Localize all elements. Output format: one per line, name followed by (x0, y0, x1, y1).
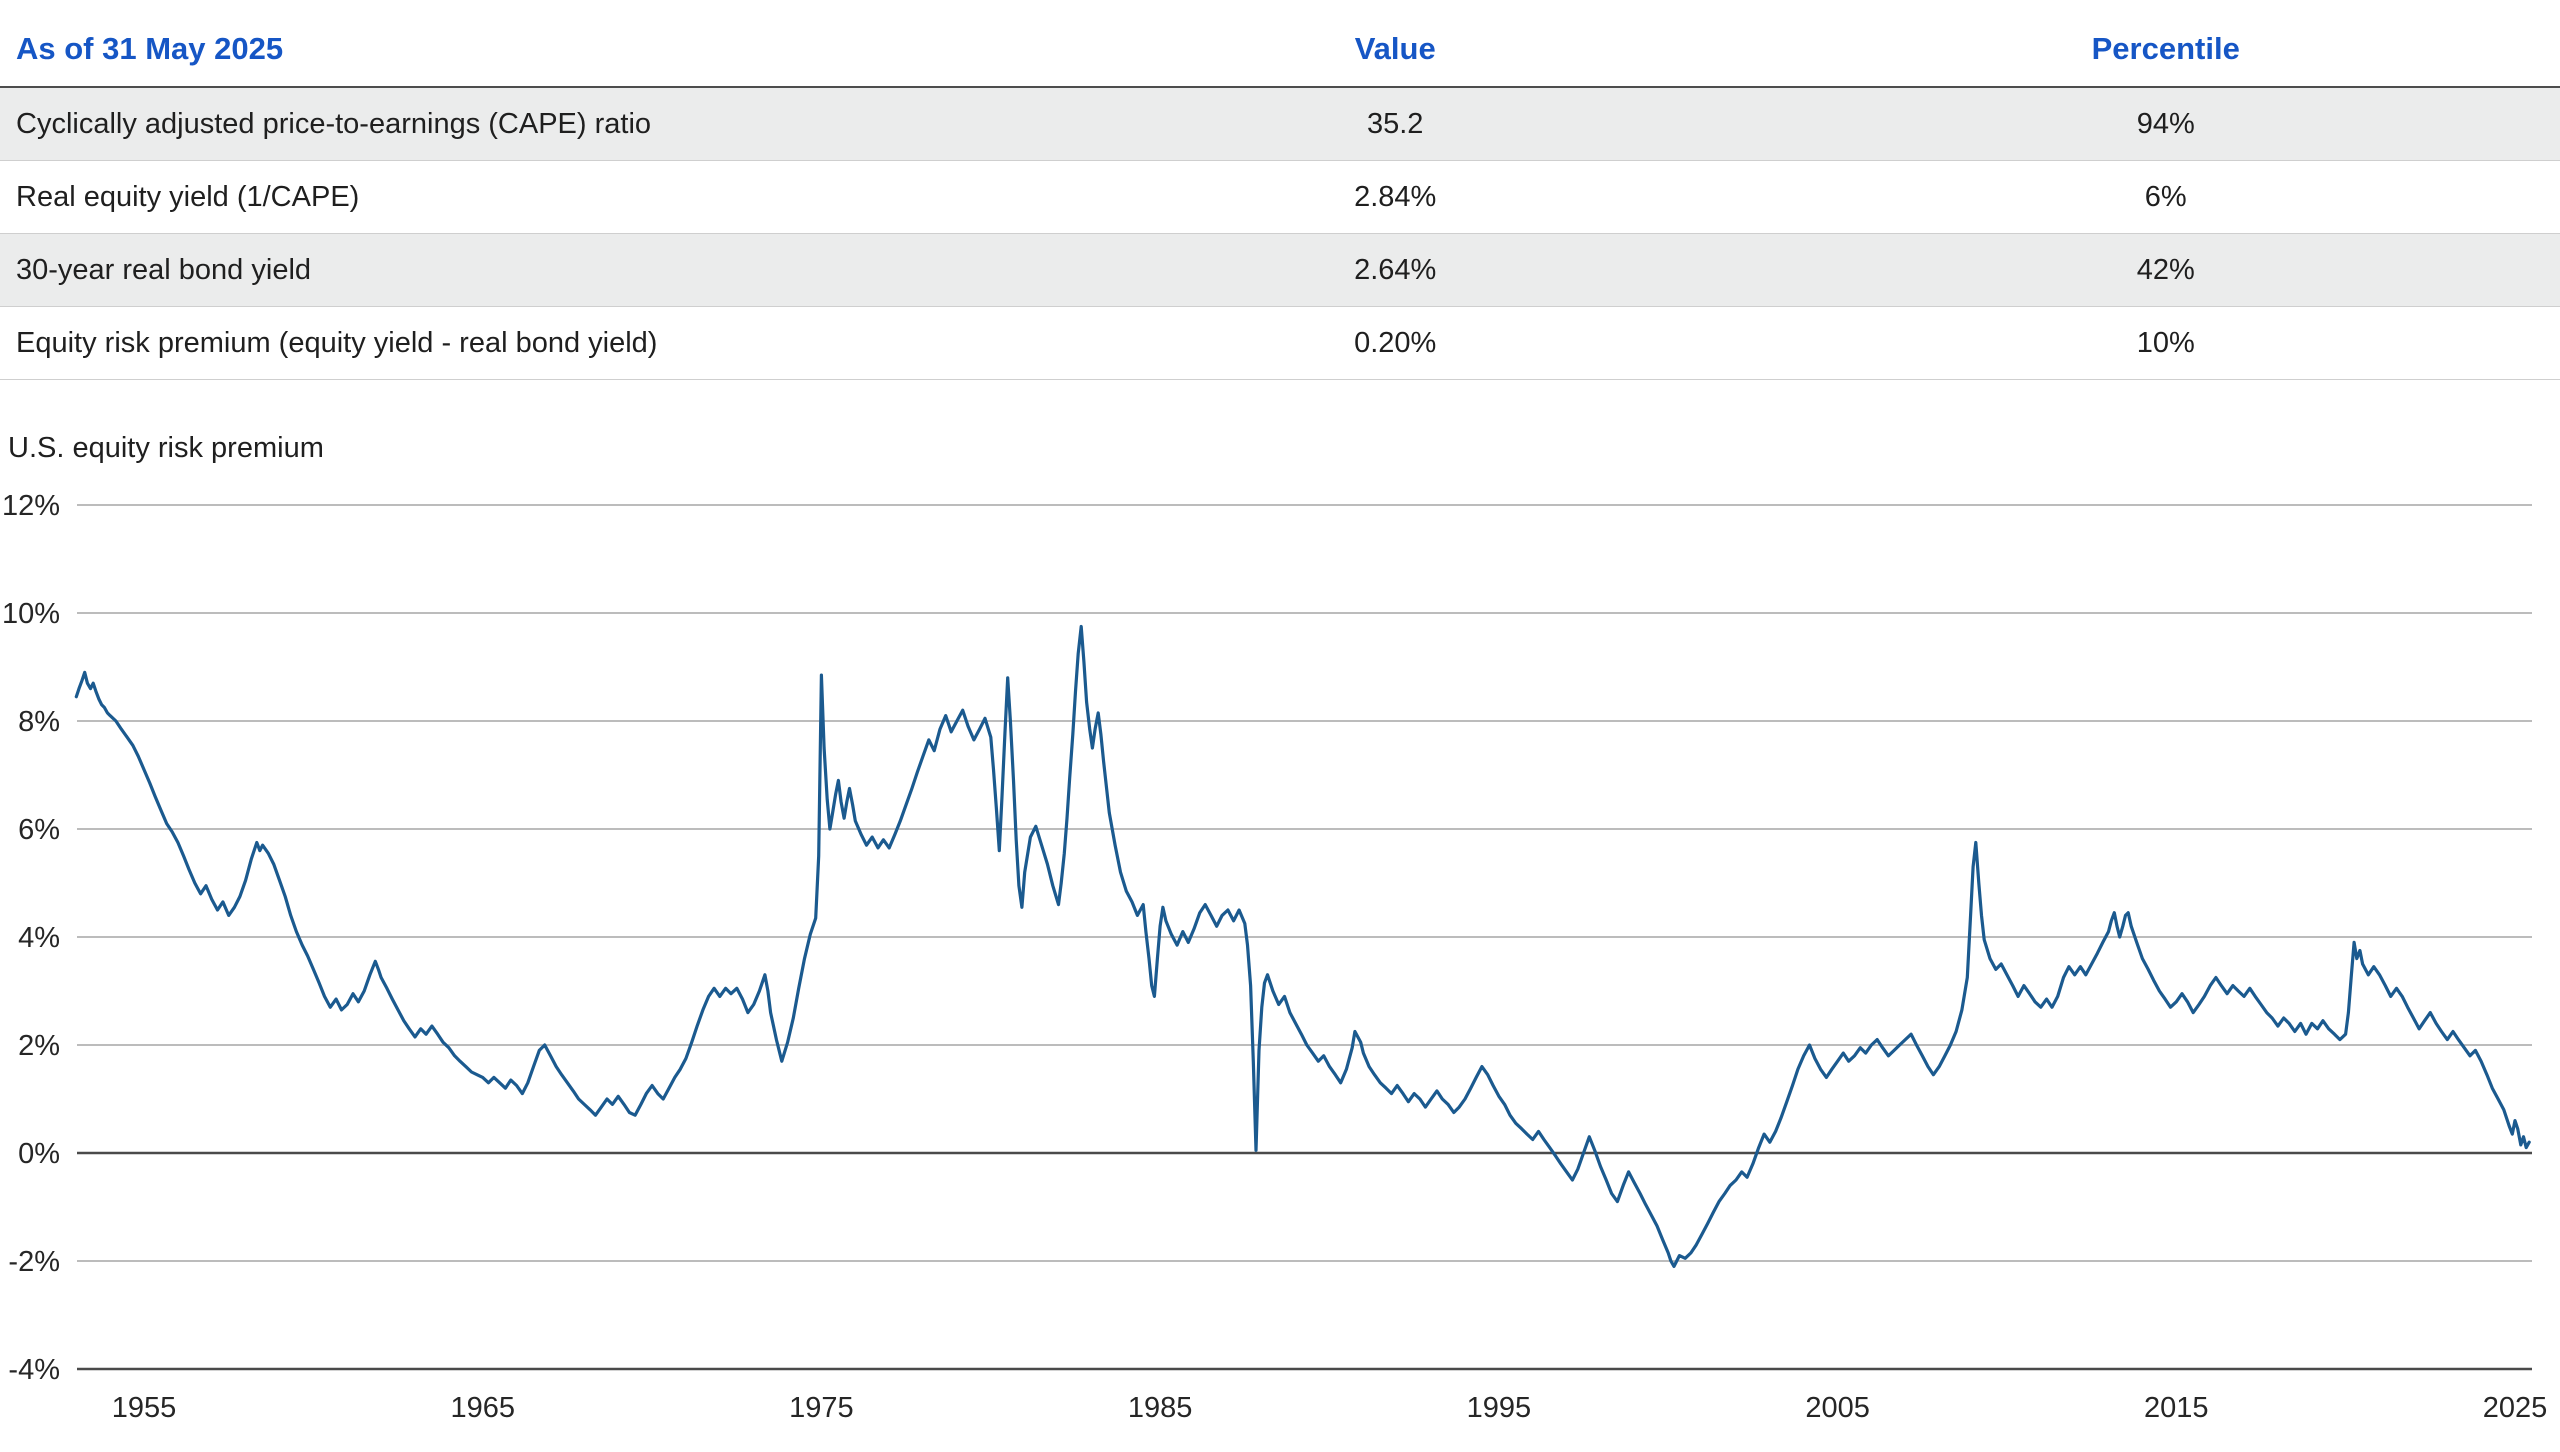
equity-risk-premium-chart: 12% 10% 8% 6% 4% 2% 0% -2% -4% 1955 1965 1975 1985 19… (2, 490, 2548, 1424)
x-axis-label: 2005 (1805, 1392, 1870, 1424)
table-row: Real equity yield (1/CAPE) 2.84% 6% (0, 161, 2560, 234)
row-percentile: 6% (2144, 180, 2187, 213)
row-label: Equity risk premium (equity yield - real… (16, 326, 658, 359)
x-axis-label: 2015 (2144, 1392, 2209, 1424)
y-axis-label: 6% (18, 814, 60, 846)
y-axis-label: 8% (18, 706, 60, 738)
row-label: Real equity yield (1/CAPE) (16, 180, 360, 213)
row-percentile: 42% (2136, 253, 2195, 286)
x-axis-label: 1995 (1467, 1392, 1532, 1424)
x-axis-label: 2025 (2483, 1392, 2548, 1424)
x-axis-label: 1955 (112, 1392, 177, 1424)
row-value: 0.20% (1354, 326, 1437, 359)
x-axis-label: 1975 (789, 1392, 854, 1424)
col-header-value: Value (1354, 31, 1436, 66)
table-row: 30-year real bond yield 2.64% 42% (0, 234, 2560, 307)
row-percentile: 94% (2136, 107, 2195, 140)
x-axis-label: 1985 (1128, 1392, 1193, 1424)
table-row: Cyclically adjusted price-to-earnings (C… (0, 88, 2560, 161)
y-axis-label: 10% (2, 598, 60, 630)
col-header-percentile: Percentile (2091, 31, 2240, 66)
row-value: 2.84% (1354, 180, 1437, 213)
y-axis-label: -2% (8, 1246, 60, 1278)
chart-section: U.S. equity risk premium 12% 10% 8% 6% 4% 2% 0… (0, 432, 2560, 1439)
row-label: 30-year real bond yield (16, 253, 312, 286)
summary-table: As of 31 May 2025 Value Percentile Cycli… (0, 12, 2560, 380)
data-line (74, 624, 2531, 1268)
row-value: 35.2 (1366, 107, 1424, 140)
row-percentile: 10% (2136, 326, 2195, 359)
y-axis-label: 2% (18, 1030, 60, 1062)
chart-title: U.S. equity risk premium (8, 432, 324, 464)
y-axis-label: 0% (18, 1138, 60, 1170)
y-axis-label: -4% (8, 1354, 60, 1386)
row-value: 2.64% (1354, 253, 1437, 286)
y-axis-label: 12% (2, 490, 60, 522)
table-row: Equity risk premium (equity yield - real… (0, 307, 2560, 380)
table-header-row: As of 31 May 2025 Value Percentile (0, 12, 2560, 88)
x-axis-label: 1965 (450, 1392, 515, 1424)
y-axis-label: 4% (18, 922, 60, 954)
table-title: As of 31 May 2025 (16, 31, 284, 66)
row-label: Cyclically adjusted price-to-earnings (C… (16, 107, 652, 140)
